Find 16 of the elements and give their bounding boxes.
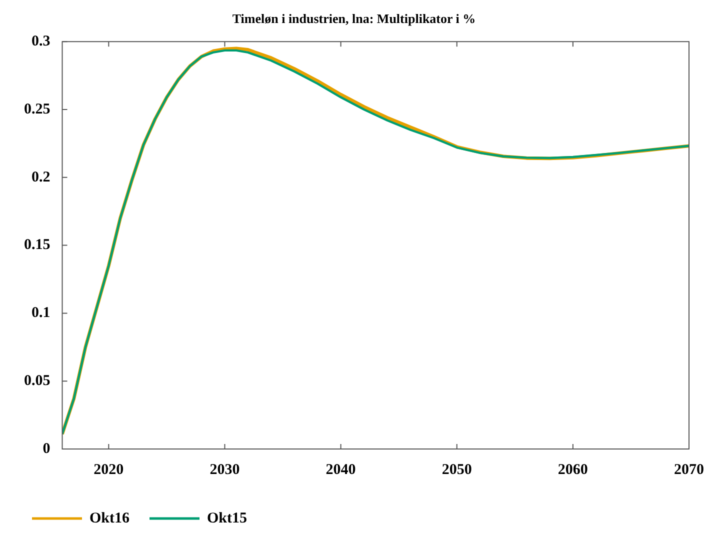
- y-tick-label: 0.1: [32, 305, 50, 322]
- y-tick-label: 0: [42, 440, 50, 457]
- y-tick-label: 0.25: [24, 101, 50, 118]
- x-tick-label: 2020: [94, 462, 124, 478]
- x-tick-label: 2060: [558, 462, 588, 478]
- y-tick-label: 0.05: [24, 372, 50, 389]
- y-tick-label: 0.2: [32, 169, 50, 186]
- x-tick-label: 2030: [210, 462, 240, 478]
- x-tick-label: 2070: [674, 462, 704, 478]
- x-tick-label: 2050: [442, 462, 472, 478]
- legend-label: Okt15: [207, 510, 248, 526]
- y-tick-label: 0.3: [32, 33, 50, 50]
- y-tick-label: 0.15: [24, 237, 50, 254]
- legend-label: Okt16: [90, 510, 130, 526]
- chart-title: Timeløn i industrien, lna: Multiplikator i %: [232, 11, 476, 26]
- x-tick-label: 2040: [326, 462, 356, 478]
